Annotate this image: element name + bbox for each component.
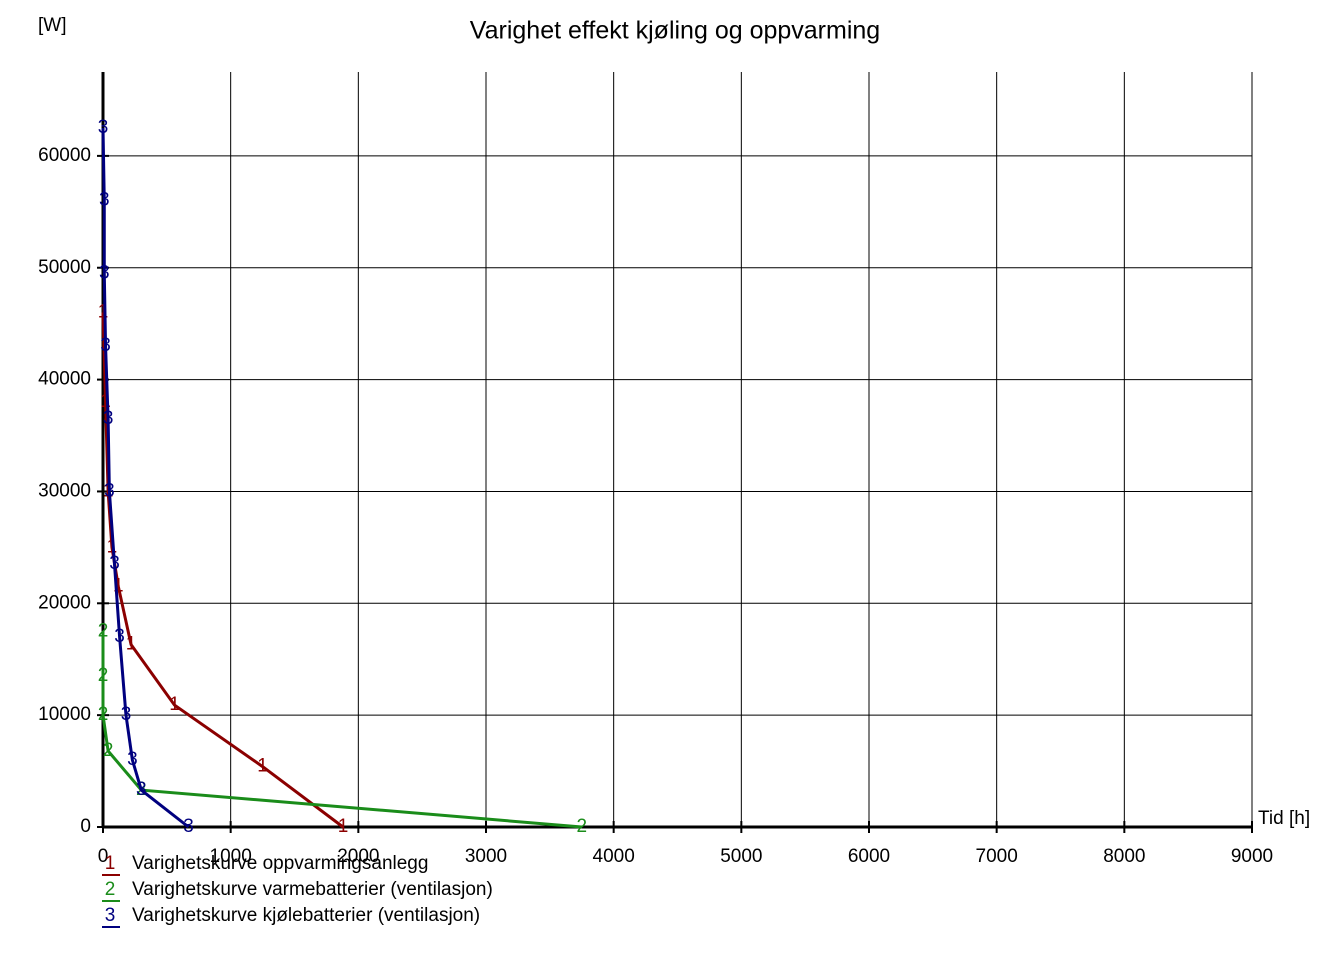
point-marker: 3 [114, 626, 125, 647]
point-marker: 3 [121, 704, 132, 725]
point-marker: 3 [104, 480, 115, 501]
point-marker: 1 [257, 756, 268, 777]
point-marker: 3 [183, 816, 194, 837]
x-tick-label: 0 [98, 846, 109, 867]
point-marker: 3 [98, 117, 109, 138]
point-marker: 2 [98, 620, 109, 641]
point-marker: 3 [127, 749, 138, 770]
legend-label: Varighetskurve oppvarmingsanlegg [132, 853, 428, 874]
point-marker: 1 [113, 576, 124, 597]
point-marker: 1 [169, 694, 180, 715]
x-tick-label: 5000 [720, 846, 762, 867]
legend-label: Varighetskurve varmebatterier (ventilasj… [132, 879, 493, 900]
x-tick-label: 6000 [848, 846, 890, 867]
x-tick-label: 3000 [465, 846, 507, 867]
point-marker: 3 [136, 779, 147, 800]
point-marker: 1 [100, 391, 111, 412]
point-marker: 2 [98, 704, 109, 725]
legend-marker: 1 [105, 853, 116, 874]
y-tick-label: 0 [80, 816, 91, 837]
y-tick-label: 40000 [38, 369, 91, 390]
y-tick-label: 10000 [38, 704, 91, 725]
point-marker: 1 [98, 301, 109, 322]
chart-title: Varighet effekt kjøling og oppvarming [470, 17, 880, 45]
point-marker: 3 [103, 408, 114, 429]
point-marker: 2 [98, 665, 109, 686]
x-axis-label: Tid [h] [1258, 808, 1310, 829]
legend-marker: 3 [105, 905, 116, 926]
point-marker: 3 [99, 262, 110, 283]
y-axis-label: [W] [38, 15, 67, 36]
point-marker: 1 [126, 634, 137, 655]
x-tick-label: 4000 [593, 846, 635, 867]
x-tick-label: 9000 [1231, 846, 1273, 867]
x-tick-label: 8000 [1103, 846, 1145, 867]
legend-marker: 2 [105, 879, 116, 900]
point-marker: 2 [103, 740, 114, 761]
series-line [101, 631, 582, 829]
point-marker: 2 [576, 816, 587, 837]
series-line [101, 127, 190, 829]
x-tick-label: 2000 [337, 846, 379, 867]
point-marker: 3 [109, 553, 120, 574]
y-tick-label: 50000 [38, 257, 91, 278]
point-marker: 3 [99, 190, 110, 211]
series-line [101, 312, 344, 829]
y-tick-label: 60000 [38, 145, 91, 166]
point-marker: 3 [100, 335, 111, 356]
x-tick-label: 7000 [976, 846, 1018, 867]
y-tick-label: 20000 [38, 592, 91, 613]
y-tick-label: 30000 [38, 480, 91, 501]
x-tick-label: 1000 [210, 846, 252, 867]
point-marker: 1 [338, 816, 349, 837]
legend-label: Varighetskurve kjølebatterier (ventilasj… [132, 905, 480, 926]
